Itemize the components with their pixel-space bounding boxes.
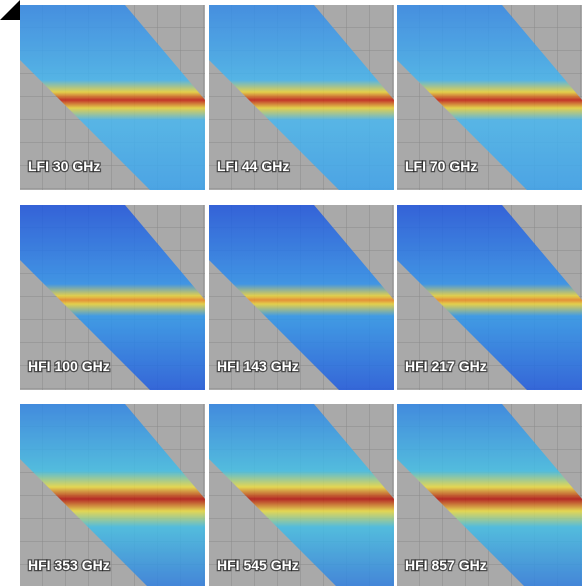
sky-panel: HFI 143 GHz [209,200,394,400]
panel-label: LFI 70 GHz [405,158,477,174]
corner-mark [0,0,20,20]
panel-label: LFI 30 GHz [28,158,100,174]
sky-panel: LFI 44 GHz [209,0,394,200]
panel-label: HFI 545 GHz [217,557,299,573]
sky-panel: LFI 30 GHz [20,0,205,200]
panel-label: HFI 217 GHz [405,358,487,374]
panel-label: HFI 857 GHz [405,557,487,573]
sky-panel: HFI 217 GHz [397,200,582,400]
sky-panel: HFI 857 GHz [397,399,582,586]
sky-panel: LFI 70 GHz [397,0,582,200]
sky-panel: HFI 100 GHz [20,200,205,400]
panel-label: HFI 100 GHz [28,358,110,374]
sky-panel: HFI 545 GHz [209,399,394,586]
panel-label: HFI 353 GHz [28,557,110,573]
sky-map-grid: LFI 30 GHz LFI 44 GHz LFI 70 GHz HFI 100 GH… [0,0,585,586]
panel-label: HFI 143 GHz [217,358,299,374]
panel-label: LFI 44 GHz [217,158,289,174]
sky-panel: HFI 353 GHz [20,399,205,586]
